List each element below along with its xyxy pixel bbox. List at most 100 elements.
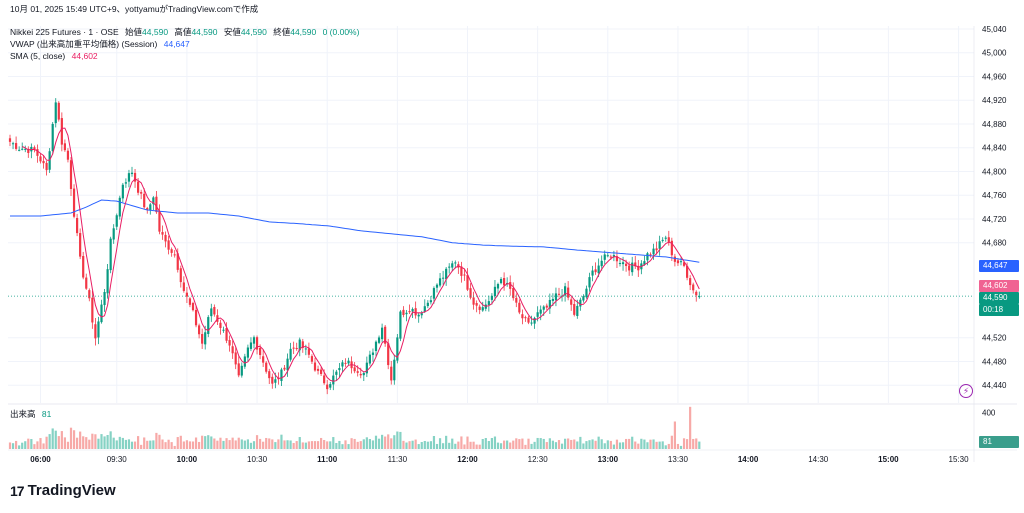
volume-bar bbox=[524, 444, 527, 449]
candle-body bbox=[271, 376, 274, 384]
high-value: 44,590 bbox=[191, 27, 218, 37]
volume-bar bbox=[103, 436, 106, 449]
volume-bar bbox=[143, 437, 146, 449]
volume-bar bbox=[695, 438, 698, 449]
time-tick-label: 13:30 bbox=[668, 455, 689, 464]
volume-bar bbox=[30, 439, 33, 449]
ohlc-legend[interactable]: Nikkei 225 Futures · 1 · OSE 始値44,590 高値… bbox=[10, 27, 359, 38]
snapshot-caption: 10月 01, 2025 15:49 UTC+9、yottyamuがTradin… bbox=[10, 4, 259, 14]
candle-body bbox=[667, 237, 670, 242]
time-tick-label: 11:00 bbox=[317, 455, 338, 464]
volume-bar bbox=[39, 438, 42, 449]
volume-bar bbox=[506, 440, 509, 449]
time-axis[interactable]: 06:00 09:30 10:00 10:30 11:00 11:30 12:00 12:30… bbox=[30, 455, 969, 464]
candle-body bbox=[201, 334, 204, 344]
tradingview-logo[interactable]: 17 TradingView bbox=[10, 482, 116, 499]
open-label: 始値 bbox=[125, 27, 143, 37]
volume-bar bbox=[393, 435, 396, 449]
candle-body bbox=[344, 362, 347, 364]
sma-line bbox=[21, 127, 700, 382]
candle-body bbox=[435, 284, 439, 288]
volume-bar bbox=[442, 443, 445, 449]
volume-label[interactable]: 出来高 bbox=[10, 409, 36, 419]
candle-body bbox=[137, 181, 140, 193]
candle-body bbox=[692, 284, 695, 291]
volume-bar bbox=[432, 436, 436, 449]
candle-body bbox=[466, 275, 469, 290]
candle-body bbox=[188, 298, 192, 305]
candle-body bbox=[112, 228, 115, 240]
candle-body bbox=[612, 255, 615, 257]
sma-label[interactable]: SMA (5, close) bbox=[10, 51, 66, 61]
candle-body bbox=[158, 211, 161, 232]
volume-bar bbox=[286, 440, 289, 449]
candle-body bbox=[475, 303, 478, 306]
candle-body bbox=[170, 249, 173, 253]
candle-body bbox=[521, 314, 524, 319]
candle-body bbox=[292, 347, 295, 349]
candle-body bbox=[204, 332, 207, 345]
volume-bar bbox=[646, 442, 649, 449]
price-tick-label: 44,720 bbox=[982, 215, 1007, 224]
volume-bar bbox=[204, 436, 207, 449]
candle-body bbox=[198, 325, 201, 335]
vwap-value: 44,647 bbox=[163, 39, 190, 49]
volume-bar bbox=[576, 441, 579, 449]
candle-body bbox=[252, 337, 256, 344]
candle-body bbox=[695, 291, 698, 296]
candle-body bbox=[359, 373, 362, 376]
volume-bar bbox=[320, 437, 323, 449]
volume-bar bbox=[377, 438, 381, 449]
volume-bar bbox=[682, 438, 686, 449]
candle-body bbox=[21, 148, 24, 150]
volume-bar bbox=[615, 439, 619, 449]
candle-body bbox=[51, 123, 54, 151]
candle-body bbox=[329, 384, 332, 388]
candle-body bbox=[207, 317, 210, 334]
volume-bar bbox=[381, 434, 384, 449]
candle-body bbox=[326, 384, 329, 390]
volume-bar bbox=[512, 440, 515, 449]
candle-body bbox=[585, 288, 588, 298]
candle-body bbox=[405, 312, 408, 315]
candle-body bbox=[493, 286, 497, 297]
volume-bar bbox=[591, 439, 594, 449]
volume-bar bbox=[585, 441, 588, 449]
candle-body bbox=[530, 322, 533, 324]
volume-bar bbox=[146, 440, 149, 449]
volume-bar bbox=[689, 406, 692, 449]
candle-body bbox=[393, 359, 396, 381]
candle-body bbox=[191, 303, 195, 311]
vwap-label[interactable]: VWAP (出来高加重平均価格) (Session) bbox=[10, 39, 158, 49]
vwap-legend[interactable]: VWAP (出来高加重平均価格) (Session) 44,647 bbox=[10, 39, 190, 50]
volume-bar bbox=[301, 442, 304, 449]
volume-bar bbox=[344, 440, 347, 449]
volume-bar bbox=[539, 438, 542, 449]
volume-bar bbox=[679, 445, 683, 449]
volume-bar bbox=[161, 439, 164, 449]
volume-bar bbox=[634, 441, 637, 449]
volume-bar bbox=[66, 441, 70, 449]
candle-body bbox=[115, 215, 118, 227]
sma-legend[interactable]: SMA (5, close) 44,602 bbox=[10, 51, 98, 62]
volume-bar bbox=[170, 442, 173, 449]
candle-body bbox=[283, 367, 286, 370]
candle-body bbox=[76, 217, 79, 234]
volume-bar bbox=[283, 440, 286, 449]
lightning-icon[interactable]: ⚡ bbox=[959, 384, 973, 398]
volume-bar bbox=[368, 438, 371, 449]
volume-bar bbox=[316, 441, 320, 449]
candle-body bbox=[371, 352, 375, 355]
candle-body bbox=[152, 197, 155, 205]
volume-legend[interactable]: 出来高 81 bbox=[10, 409, 51, 420]
volume-bar bbox=[216, 440, 219, 449]
candle-body bbox=[97, 321, 100, 338]
candle-body bbox=[588, 277, 591, 288]
symbol-name[interactable]: Nikkei 225 Futures · 1 · OSE bbox=[10, 27, 119, 37]
price-axis[interactable]: 45,040 45,000 44,960 44,920 44,880 44,840 44,8… bbox=[973, 25, 1007, 462]
volume-bar bbox=[191, 441, 195, 449]
candle-body bbox=[365, 362, 368, 374]
candle-body bbox=[469, 288, 472, 298]
volume-bar bbox=[332, 437, 335, 449]
